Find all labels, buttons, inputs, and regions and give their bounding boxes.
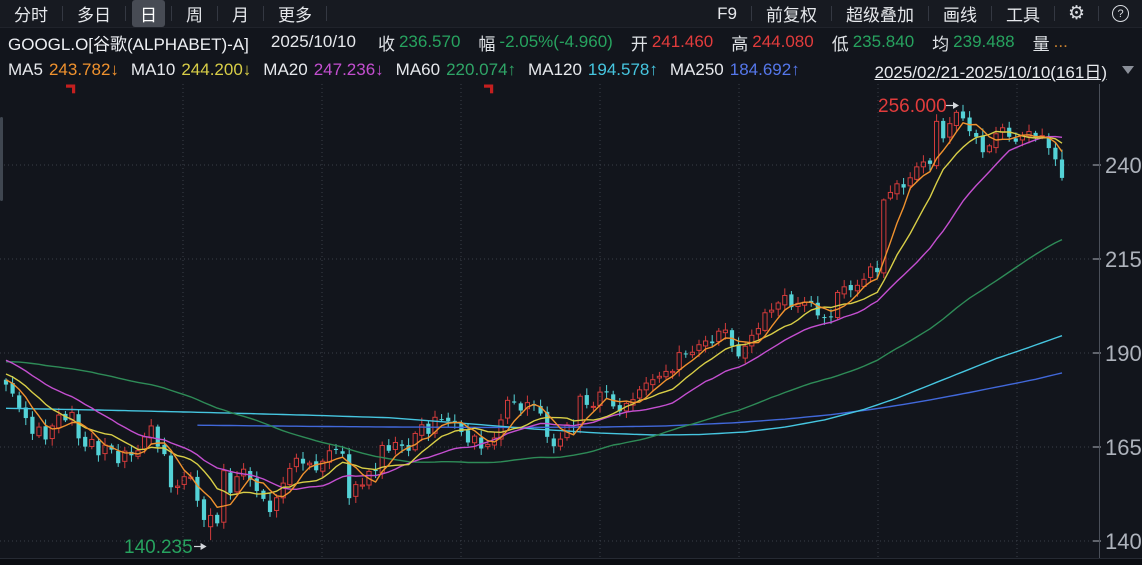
svg-text:165: 165 bbox=[1105, 435, 1142, 460]
forward-adjusted-button[interactable]: 前复权 bbox=[765, 6, 817, 25]
ma-label: MA5 bbox=[8, 60, 43, 79]
ma-items: MA5 243.782↓ MA10 244.200↓ MA20 247.236↓ MA60 2… bbox=[8, 60, 800, 80]
ma-label: MA250 bbox=[669, 60, 724, 79]
ma-item-ma120: MA120 194.578↑ bbox=[528, 60, 658, 80]
super-overlay-button[interactable]: 超级叠加 bbox=[845, 6, 914, 25]
ma-item-ma60: MA60 220.074↑ bbox=[396, 60, 516, 80]
ma-value: 243.782↓ bbox=[48, 60, 119, 79]
quote-field-open: 开 241.460 bbox=[631, 30, 713, 55]
tools-button[interactable]: 工具 bbox=[1005, 6, 1040, 25]
svg-text:140.235: 140.235 bbox=[124, 537, 193, 558]
quote-field-label: 均 bbox=[932, 34, 950, 54]
svg-text:190: 190 bbox=[1105, 341, 1142, 366]
ma-value: 244.200↓ bbox=[181, 60, 252, 79]
separator bbox=[1053, 6, 1055, 21]
help-icon[interactable]: ? bbox=[1112, 5, 1129, 22]
svg-text:140: 140 bbox=[1105, 529, 1142, 554]
quote-field-label: 高 bbox=[731, 34, 749, 54]
quote-field-value: ... bbox=[1053, 32, 1068, 51]
quote-fields: 收 236.570 幅 -2.05%(-4.960) 开 241.460 高 244.080 低… bbox=[378, 30, 1068, 55]
ma-label: MA20 bbox=[263, 60, 308, 79]
date-range-link[interactable]: 2025/02/21-2025/10/10(161日) bbox=[874, 62, 1107, 82]
quote-field-change: 幅 -2.05%(-4.960) bbox=[478, 30, 612, 55]
separator bbox=[830, 6, 832, 21]
top-toolbar: 分时 多日 日 周 月 更多 F9 前复权 超级叠加 画线 工具 ⚙? bbox=[0, 0, 1142, 28]
quote-field-value: 244.080 bbox=[752, 32, 814, 51]
separator bbox=[990, 6, 992, 21]
ma-value: 220.074↑ bbox=[446, 60, 517, 79]
quote-field-label: 收 bbox=[377, 34, 395, 54]
quote-field-close: 收 236.570 bbox=[378, 30, 460, 55]
separator bbox=[326, 6, 327, 21]
separator bbox=[927, 6, 929, 21]
gear-icon[interactable]: ⚙ bbox=[1067, 3, 1085, 24]
tab-minute[interactable]: 分时 bbox=[14, 6, 48, 25]
f9-button[interactable]: F9 bbox=[717, 3, 737, 23]
ma-label: MA10 bbox=[130, 60, 176, 79]
quote-field-label: 低 bbox=[831, 34, 849, 54]
ma-legend-bar: MA5 243.782↓ MA10 244.200↓ MA20 247.236↓ MA60 2… bbox=[0, 56, 1142, 84]
quote-field-avg: 均 239.488 bbox=[932, 30, 1014, 55]
quote-field-high: 高 244.080 bbox=[731, 30, 813, 55]
quote-field-value: -2.05%(-4.960) bbox=[499, 32, 613, 51]
ma-label: MA120 bbox=[528, 60, 582, 79]
quote-field-label: 开 bbox=[630, 34, 648, 54]
tab-week[interactable]: 周 bbox=[186, 6, 203, 25]
ma-item-ma10: MA10 244.200↓ bbox=[131, 60, 251, 80]
dropdown-triangle-icon[interactable] bbox=[1122, 66, 1134, 74]
ma-item-ma20: MA20 247.236↓ bbox=[263, 60, 383, 80]
ma-item-ma250: MA250 184.692↑ bbox=[670, 60, 800, 80]
quote-field-value: 236.570 bbox=[398, 32, 461, 51]
quote-field-value: 239.488 bbox=[953, 32, 1015, 51]
separator bbox=[171, 6, 172, 21]
quote-bar: GOOGL.O[谷歌(ALPHABET)-A] 2025/10/10 收 236.… bbox=[0, 28, 1142, 56]
quote-field-low: 低 235.840 bbox=[832, 30, 914, 55]
quote-field-label: 量 bbox=[1032, 34, 1050, 54]
ma-item-ma5: MA5 243.782↓ bbox=[8, 60, 119, 80]
svg-text:215: 215 bbox=[1105, 247, 1142, 272]
separator bbox=[62, 6, 63, 21]
tab-day[interactable]: 日 bbox=[132, 0, 165, 27]
ma-value: 247.236↓ bbox=[313, 60, 384, 79]
separator bbox=[125, 6, 126, 21]
quote-field-volume: 量... bbox=[1033, 30, 1068, 55]
tab-multi-day[interactable]: 多日 bbox=[77, 6, 111, 25]
quote-field-value: 241.460 bbox=[651, 32, 714, 51]
quote-date: 2025/10/10 bbox=[270, 32, 356, 51]
separator bbox=[217, 6, 218, 21]
period-tabs: 分时 多日 日 周 月 更多 bbox=[6, 0, 333, 27]
ma-label: MA60 bbox=[395, 60, 441, 79]
separator bbox=[750, 6, 752, 21]
tab-more[interactable]: 更多 bbox=[278, 6, 312, 25]
toolbar-buttons: F9 前复权 超级叠加 画线 工具 ⚙? bbox=[709, 0, 1136, 27]
quote-field-value: 235.840 bbox=[852, 32, 915, 51]
tab-month[interactable]: 月 bbox=[232, 6, 249, 25]
ma-value: 194.578↑ bbox=[587, 60, 658, 79]
svg-text:240: 240 bbox=[1105, 153, 1142, 178]
separator bbox=[263, 6, 264, 21]
ma-value: 184.692↑ bbox=[729, 60, 800, 79]
svg-text:256.000: 256.000 bbox=[878, 96, 947, 117]
draw-line-button[interactable]: 画线 bbox=[942, 6, 977, 25]
symbol-label: GOOGL.O[谷歌(ALPHABET)-A] bbox=[8, 34, 249, 54]
quote-field-label: 幅 bbox=[478, 34, 496, 54]
separator bbox=[1098, 6, 1099, 21]
